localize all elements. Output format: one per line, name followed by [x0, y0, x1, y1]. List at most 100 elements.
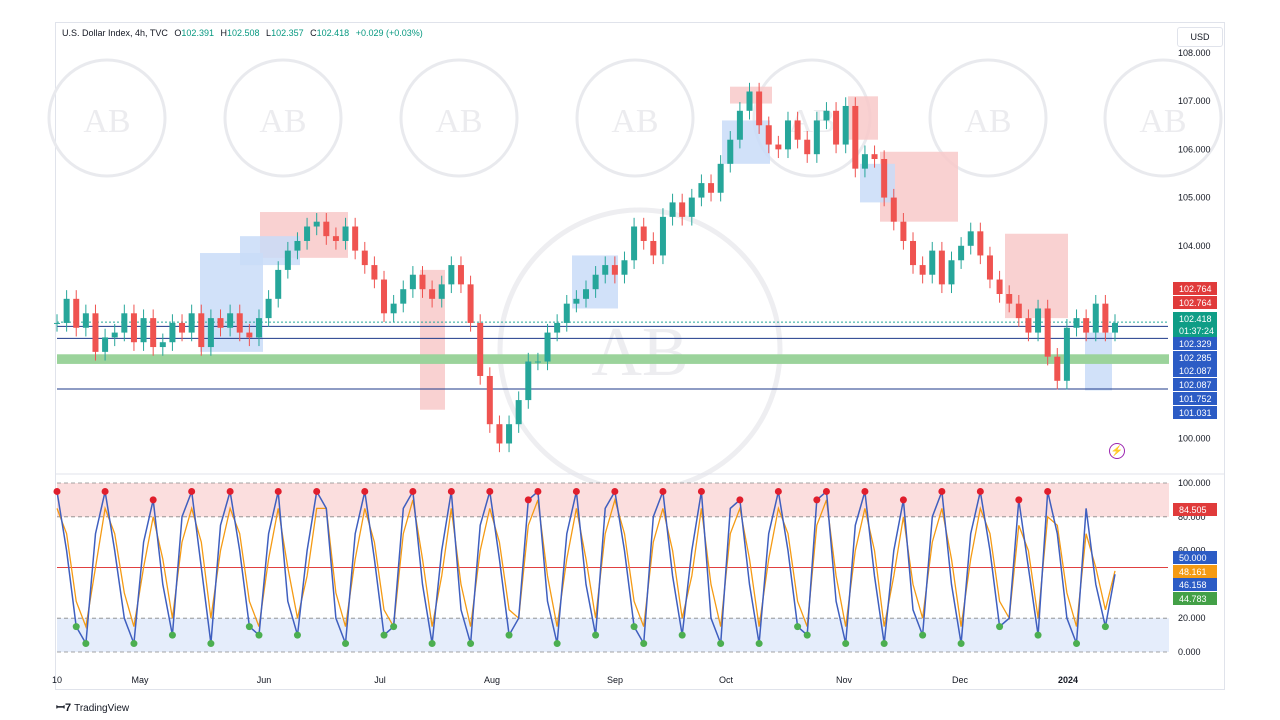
candle-body-31 — [352, 226, 359, 251]
high-label: H — [220, 28, 227, 38]
overbought-dot-23 — [274, 487, 282, 495]
candle-body-89 — [910, 240, 917, 266]
oversold-dot-25 — [293, 631, 301, 639]
zone-10 — [860, 163, 895, 203]
candle-body-8 — [130, 313, 137, 343]
oversold-dot-65 — [678, 631, 686, 639]
overbought-dot-96 — [976, 487, 984, 495]
candle-body-43 — [467, 284, 474, 323]
candle-body-82 — [842, 105, 849, 145]
osc-label-box-4 — [1173, 592, 1217, 605]
osc-tick-label: 80.000 — [1178, 512, 1206, 522]
oversold-dot-52 — [553, 640, 561, 648]
candle-body-32 — [361, 250, 368, 266]
candle-body-74 — [765, 125, 772, 145]
oversold-dot-106 — [1073, 640, 1081, 648]
price-label-8: 101.752 — [1179, 394, 1212, 404]
candle-body-72 — [746, 91, 753, 111]
candle-body-106 — [1073, 318, 1080, 328]
oversold-dot-98 — [996, 623, 1004, 631]
oversold-dot-39 — [428, 640, 436, 648]
price-tick-label: 105.000 — [1178, 193, 1211, 203]
overbought-dot-92 — [938, 487, 946, 495]
candle-body-65 — [679, 202, 686, 217]
watermark-center-text: AB — [591, 314, 688, 391]
candle-body-0 — [54, 322, 60, 324]
low-label: L — [266, 28, 272, 38]
price-label-6: 102.087 — [1179, 366, 1212, 376]
watermark-logo-5 — [928, 58, 1048, 178]
oversold-dot-78 — [803, 631, 811, 639]
osc-value-label-1: 50.000 — [1179, 553, 1207, 563]
osc-value-label-2: 48.161 — [1179, 567, 1207, 577]
candle-body-55 — [583, 289, 589, 299]
price-tick-label: 100.000 — [1178, 434, 1211, 444]
osc-value-label-4: 44.783 — [1179, 594, 1207, 604]
price-label-0: 102.764 — [1179, 284, 1212, 294]
tradingview-branding[interactable]: ꟷ7 TradingView — [56, 700, 129, 715]
candle-body-63 — [659, 216, 666, 256]
candle-body-11 — [159, 342, 166, 348]
candle-body-70 — [727, 139, 734, 164]
candle-body-17 — [217, 318, 224, 328]
candle-body-4 — [92, 313, 99, 352]
watermark-logo-1 — [223, 58, 343, 178]
price-tick-label: 104.000 — [1178, 241, 1211, 251]
candle-body-35 — [390, 303, 397, 314]
x-tick-label: 2024 — [1058, 675, 1078, 685]
candle-body-77 — [794, 120, 801, 140]
candle-body-103 — [1044, 308, 1051, 357]
candle-body-49 — [525, 361, 532, 401]
candle-body-28 — [323, 221, 330, 237]
oversold-dot-109 — [1101, 623, 1109, 631]
candle-body-64 — [669, 202, 676, 217]
candle-body-75 — [775, 144, 782, 150]
candle-body-96 — [977, 231, 984, 256]
candle-body-68 — [708, 183, 715, 193]
candle-body-53 — [563, 303, 570, 323]
oversold-dot-56 — [592, 631, 600, 639]
overbought-dot-10 — [149, 496, 157, 504]
close-value: 102.418 — [316, 28, 350, 38]
candle-body-1 — [63, 298, 70, 323]
overbought-dot-5 — [101, 487, 109, 495]
overbought-dot-27 — [313, 487, 321, 495]
lightning-icon[interactable]: ⚡ — [1109, 443, 1125, 459]
osc-tick-label: 100.000 — [1178, 478, 1211, 488]
overbought-dot-32 — [361, 487, 369, 495]
x-tick-label: Aug — [484, 675, 500, 685]
candle-body-59 — [621, 260, 628, 275]
x-tick-label: May — [131, 675, 149, 685]
x-tick-label: 10 — [52, 675, 62, 685]
currency-button[interactable]: USD — [1177, 27, 1223, 47]
candle-body-21 — [255, 318, 262, 338]
candle-body-27 — [313, 221, 320, 227]
watermark-logo-6 — [1103, 58, 1223, 178]
price-labels: 102.764 102.764 102.418 01:37:24 102.329 102.… — [1173, 282, 1217, 605]
candle-body-2 — [73, 298, 80, 328]
x-tick-label: Nov — [836, 675, 853, 685]
oversold-dot-34 — [380, 631, 388, 639]
candle-body-104 — [1054, 356, 1061, 381]
oversold-dot-20 — [245, 623, 253, 631]
candle-body-92 — [938, 250, 945, 285]
candle-body-97 — [986, 255, 993, 280]
candle-body-78 — [804, 139, 811, 155]
watermark-logo-3 — [575, 58, 695, 178]
candle-body-105 — [1063, 327, 1070, 381]
x-tick-label: Jun — [257, 675, 272, 685]
watermark-logo-text-3: AB — [611, 103, 658, 140]
candle-body-83 — [852, 105, 859, 169]
price-label-box-8 — [1173, 392, 1217, 405]
candle-body-79 — [813, 120, 820, 155]
oversold-dot-61 — [640, 640, 648, 648]
price-label-box-1 — [1173, 296, 1217, 309]
oversold-zone — [57, 618, 1169, 652]
osc-tick-label: 20.000 — [1178, 613, 1206, 623]
price-label-5: 102.285 — [1179, 353, 1212, 363]
osc-label-box-0 — [1173, 503, 1217, 516]
price-label-box-6 — [1173, 364, 1217, 377]
candle-body-109 — [1102, 303, 1109, 333]
candle-body-10 — [150, 318, 157, 348]
